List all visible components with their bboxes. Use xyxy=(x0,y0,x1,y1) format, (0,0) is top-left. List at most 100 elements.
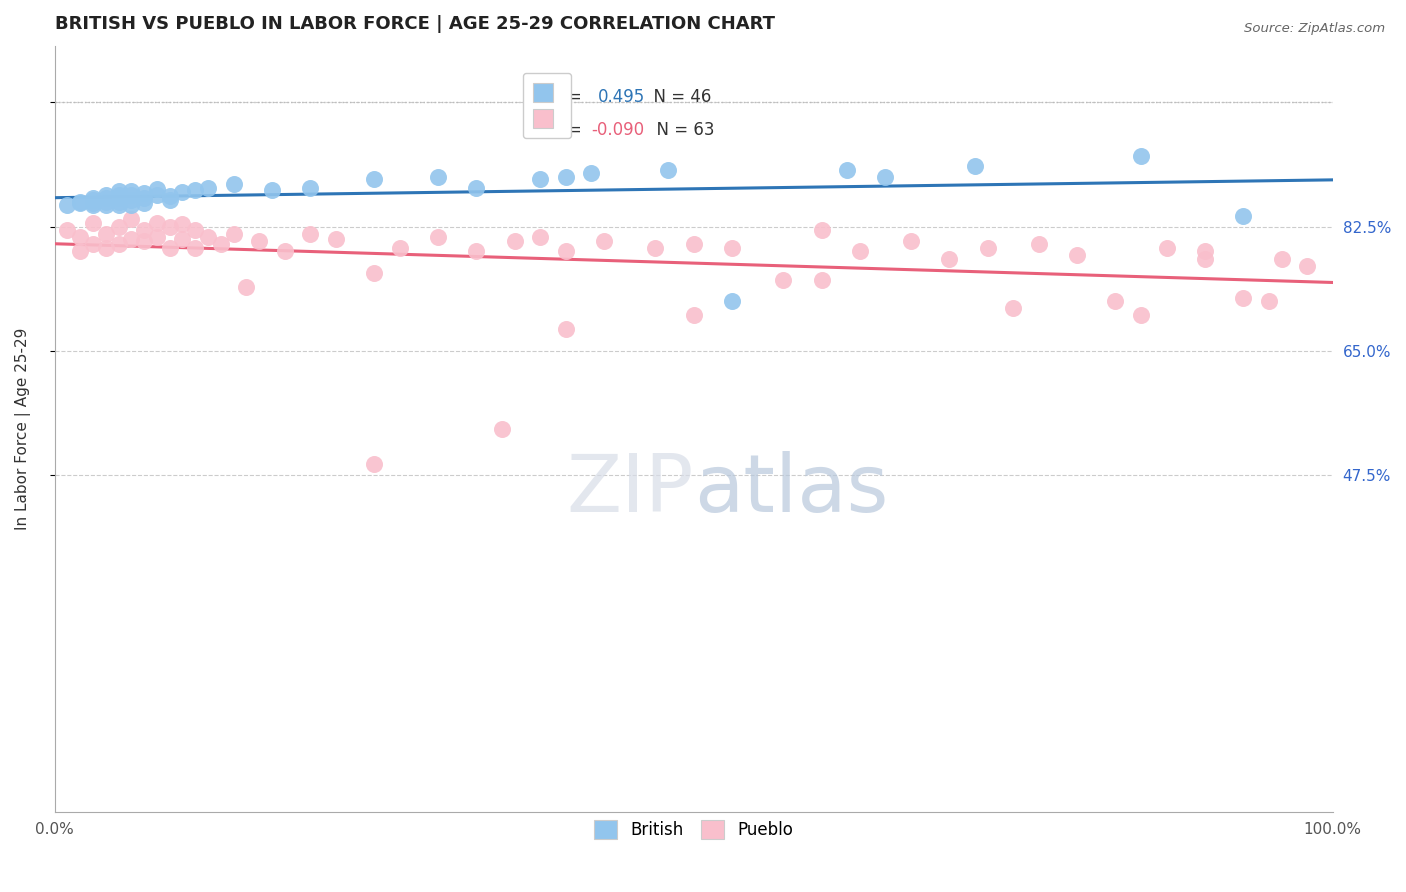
Point xyxy=(132,234,155,248)
Point xyxy=(69,196,91,211)
Point xyxy=(146,187,169,202)
Text: atlas: atlas xyxy=(693,451,889,529)
Point xyxy=(1130,308,1153,322)
Point xyxy=(172,218,194,232)
Point xyxy=(132,186,155,201)
Point xyxy=(273,244,295,259)
Point xyxy=(682,237,704,252)
Point xyxy=(146,216,169,230)
Point xyxy=(107,184,129,198)
Point xyxy=(900,234,922,248)
Point xyxy=(172,185,194,199)
Point xyxy=(1194,252,1216,266)
Point xyxy=(107,187,129,202)
Point xyxy=(721,294,744,309)
Point xyxy=(197,180,219,194)
Point xyxy=(107,219,129,234)
Point xyxy=(1257,294,1279,309)
Y-axis label: In Labor Force | Age 25-29: In Labor Force | Age 25-29 xyxy=(15,327,31,530)
Point xyxy=(120,184,142,198)
Point xyxy=(82,191,104,205)
Point xyxy=(682,308,704,322)
Point xyxy=(209,237,232,252)
Point xyxy=(554,322,576,336)
Point xyxy=(146,182,169,196)
Point xyxy=(82,198,104,212)
Point xyxy=(159,189,181,203)
Point xyxy=(94,227,117,241)
Point xyxy=(197,230,219,244)
Point xyxy=(82,216,104,230)
Point xyxy=(363,266,385,280)
Point xyxy=(132,196,155,211)
Point xyxy=(1156,241,1178,255)
Point xyxy=(120,212,142,227)
Point xyxy=(120,193,142,207)
Point xyxy=(810,223,832,237)
Point xyxy=(94,187,117,202)
Point xyxy=(1232,291,1254,305)
Point xyxy=(1104,294,1126,309)
Point xyxy=(94,191,117,205)
Point xyxy=(120,232,142,246)
Point xyxy=(503,234,526,248)
Point xyxy=(159,219,181,234)
Point xyxy=(1130,148,1153,162)
Point xyxy=(529,172,551,186)
Text: 0.495: 0.495 xyxy=(598,88,645,106)
Point xyxy=(721,241,744,255)
Text: R =: R = xyxy=(551,121,586,139)
Point xyxy=(363,457,385,471)
Point xyxy=(644,241,666,255)
Point xyxy=(132,191,155,205)
Point xyxy=(554,169,576,184)
Point xyxy=(107,194,129,209)
Point xyxy=(810,273,832,287)
Point xyxy=(554,244,576,259)
Text: R =: R = xyxy=(551,88,592,106)
Point xyxy=(146,230,169,244)
Text: ZIP: ZIP xyxy=(567,451,693,529)
Point xyxy=(1232,209,1254,223)
Point xyxy=(94,197,117,211)
Point xyxy=(465,244,488,259)
Point xyxy=(1194,244,1216,259)
Point xyxy=(299,227,322,241)
Point xyxy=(657,162,679,177)
Point xyxy=(325,232,347,246)
Point xyxy=(159,194,181,208)
Point xyxy=(69,194,91,209)
Text: N = 63: N = 63 xyxy=(647,121,714,139)
Point xyxy=(94,194,117,209)
Point xyxy=(56,223,79,237)
Point xyxy=(1066,248,1088,262)
Text: N = 46: N = 46 xyxy=(643,88,711,106)
Text: -0.090: -0.090 xyxy=(592,121,644,139)
Point xyxy=(222,177,245,191)
Text: Source: ZipAtlas.com: Source: ZipAtlas.com xyxy=(1244,22,1385,36)
Point xyxy=(247,234,270,248)
Point xyxy=(363,172,385,186)
Point xyxy=(1002,301,1025,315)
Point xyxy=(184,223,207,237)
Point xyxy=(1028,237,1050,252)
Point xyxy=(427,169,450,184)
Point xyxy=(172,232,194,246)
Point xyxy=(849,244,872,259)
Point xyxy=(581,166,603,180)
Point xyxy=(82,194,104,208)
Point xyxy=(491,422,513,436)
Point xyxy=(69,230,91,244)
Legend: British, Pueblo: British, Pueblo xyxy=(588,814,800,846)
Point xyxy=(593,234,616,248)
Point xyxy=(107,237,129,252)
Point xyxy=(56,198,79,212)
Point xyxy=(107,198,129,212)
Point xyxy=(107,191,129,205)
Point xyxy=(235,280,257,294)
Point xyxy=(976,241,998,255)
Point xyxy=(222,227,245,241)
Point xyxy=(159,241,181,255)
Point xyxy=(875,169,897,184)
Point xyxy=(299,180,322,194)
